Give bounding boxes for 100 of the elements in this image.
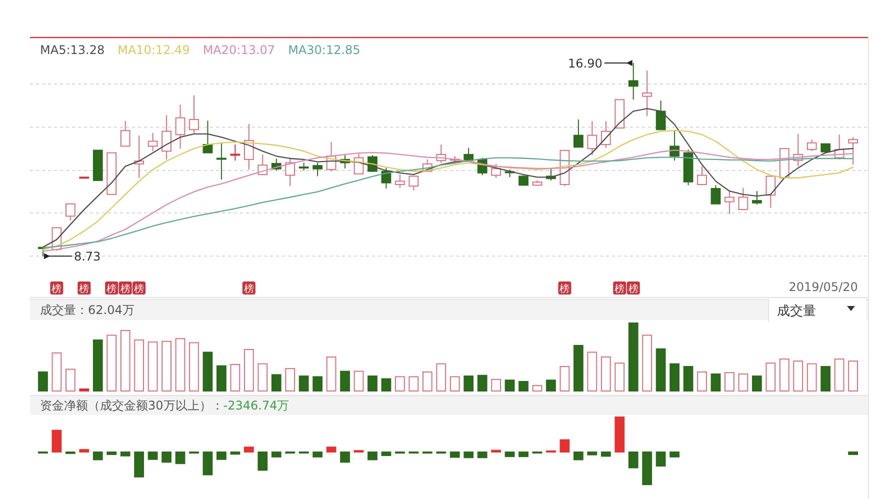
chart-title: 资金净额（成交金额30万以上）： — [40, 398, 224, 412]
bar — [628, 322, 638, 392]
bar — [560, 439, 570, 453]
bar — [683, 366, 694, 392]
bar — [477, 452, 488, 458]
control-dropdown: 成交量 — [768, 298, 866, 322]
legend: MA5:13.28 MA10:12.49 MA20:13.07 MA30:12.85 — [40, 43, 360, 57]
bar — [271, 374, 282, 392]
bar — [312, 452, 323, 458]
bar — [148, 342, 158, 392]
candlestick — [491, 163, 501, 178]
data-label: 榜 — [628, 282, 638, 295]
bar — [340, 452, 350, 463]
data-label: 榜 — [79, 282, 90, 295]
chart-subtitle: -2346.74万 — [223, 398, 290, 412]
candlestick — [162, 114, 172, 160]
candlestick — [395, 174, 405, 188]
bar — [464, 452, 474, 458]
bar — [298, 376, 309, 392]
bar — [189, 342, 199, 392]
candlestick — [670, 130, 680, 162]
bar — [216, 452, 226, 460]
bar — [106, 452, 117, 455]
bar — [779, 358, 790, 392]
bar — [518, 380, 528, 392]
bar — [724, 372, 734, 392]
bar — [738, 374, 748, 392]
bar — [368, 452, 378, 460]
candlestick — [65, 202, 76, 221]
bar — [106, 334, 117, 392]
bar — [504, 452, 515, 458]
bar — [464, 376, 474, 392]
bar — [710, 374, 721, 392]
bar — [436, 363, 446, 392]
bar — [175, 452, 186, 464]
bar — [216, 365, 226, 392]
data-label: 榜 — [52, 282, 62, 295]
bar — [848, 452, 858, 455]
bar — [79, 388, 90, 392]
bar — [340, 370, 350, 392]
bar — [326, 356, 336, 392]
candlestick — [285, 157, 296, 187]
data-label: 榜 — [244, 282, 254, 295]
candlestick — [656, 100, 666, 130]
bar — [614, 416, 625, 453]
bar — [532, 385, 542, 392]
candlestick — [148, 132, 158, 152]
bar — [697, 371, 707, 392]
bar — [793, 360, 804, 392]
chart-title: 成交量：62.04万 — [40, 303, 134, 317]
bar — [38, 371, 48, 392]
bar — [162, 340, 172, 392]
annotation: 16.90 — [568, 56, 602, 70]
candlestick — [724, 190, 734, 214]
bar — [820, 366, 831, 392]
candlestick — [752, 190, 762, 206]
bar — [628, 452, 638, 468]
bar — [395, 376, 405, 392]
bar — [92, 452, 103, 460]
candlestick — [642, 70, 652, 117]
candlestick — [120, 120, 130, 147]
bar — [504, 380, 515, 392]
bar — [806, 363, 817, 392]
bar — [326, 446, 336, 453]
data-label: 榜 — [120, 282, 130, 295]
bar — [92, 340, 103, 392]
bar — [477, 374, 488, 392]
bar — [834, 358, 844, 392]
candlestick — [230, 144, 240, 162]
bar — [244, 349, 254, 392]
bar — [518, 452, 528, 458]
bar — [614, 362, 625, 392]
bar — [422, 371, 432, 392]
bar — [202, 352, 213, 392]
candlestick — [408, 176, 419, 191]
bar — [368, 376, 378, 392]
bar — [546, 380, 556, 392]
bar — [120, 330, 130, 392]
bar — [560, 366, 570, 392]
bar — [450, 452, 460, 458]
data-label: 榜 — [560, 282, 570, 295]
candlestick — [697, 166, 707, 186]
bar — [162, 452, 172, 463]
bar — [65, 368, 76, 392]
candlestick — [189, 94, 199, 134]
bar — [381, 452, 392, 456]
candlestick — [766, 176, 776, 208]
candlestick — [806, 139, 817, 152]
bar — [202, 452, 213, 476]
bar — [230, 452, 240, 455]
bar — [312, 376, 323, 392]
bar — [642, 334, 652, 392]
bar — [52, 352, 62, 392]
candlestick — [573, 118, 584, 148]
bar — [258, 452, 268, 471]
bar — [285, 368, 296, 392]
candlestick — [848, 136, 858, 166]
bar — [52, 430, 62, 453]
bar — [587, 352, 598, 392]
bar — [600, 356, 611, 392]
